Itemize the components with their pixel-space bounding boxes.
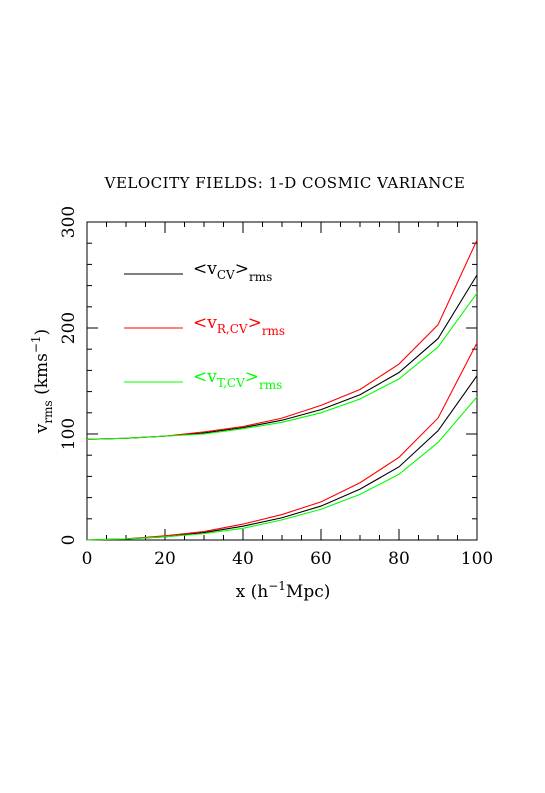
- y-tick-label: 0: [59, 535, 79, 546]
- legend-label-open: <v: [193, 367, 217, 387]
- y-axis-label-rest: (kms: [32, 353, 52, 400]
- x-tick-label: 100: [461, 549, 493, 569]
- legend-label: <vCV>rms: [193, 259, 272, 284]
- series-line-upper: [86, 292, 478, 440]
- tick-labels: 0 20 40 60 80 100 0 100 200 300: [59, 206, 493, 569]
- x-axis-label-base: x (h: [236, 582, 269, 602]
- legend-label: <vT,CV>rms: [193, 367, 282, 392]
- series-lines: [86, 239, 478, 541]
- series-line-upper: [86, 274, 478, 440]
- series-line-upper: [86, 239, 478, 440]
- y-axis-label-sub: rms: [41, 400, 55, 423]
- x-tick-label: 20: [154, 549, 176, 569]
- legend-label-sub2: rms: [249, 270, 272, 284]
- legend-label-sub: R,CV: [217, 322, 248, 336]
- y-axis-label-end: ): [32, 329, 52, 336]
- legend-label-sub2: rms: [259, 378, 282, 392]
- x-tick-label: 40: [232, 549, 254, 569]
- legend-label-sub: T,CV: [217, 376, 245, 390]
- axis-ticks: [86, 221, 478, 541]
- legend-label-sub: CV: [217, 268, 235, 282]
- x-tick-label: 60: [310, 549, 332, 569]
- series-line-lower: [86, 342, 478, 541]
- legend-label: <vR,CV>rms: [193, 313, 285, 338]
- legend-label-close: >: [235, 259, 249, 279]
- y-axis-label-base: v: [32, 423, 52, 434]
- x-axis-label-rest: Mpc): [286, 582, 330, 602]
- legend-label-sub2: rms: [262, 324, 285, 338]
- chart-title: VELOCITY FIELDS: 1-D COSMIC VARIANCE: [104, 174, 466, 192]
- series-line-lower: [86, 396, 478, 541]
- x-axis-label-sup: −1: [268, 579, 286, 593]
- y-axis-label-sup: −1: [29, 335, 43, 353]
- legend-label-close: >: [248, 313, 262, 333]
- y-tick-label: 100: [59, 418, 79, 450]
- y-tick-label: 300: [59, 206, 79, 238]
- legend: <vCV>rms<vR,CV>rms<vT,CV>rms: [124, 259, 285, 392]
- legend-label-close: >: [245, 367, 259, 387]
- y-axis-label: vrms (kms−1): [29, 329, 55, 434]
- x-tick-label: 0: [82, 549, 93, 569]
- y-tick-label: 200: [59, 312, 79, 344]
- x-tick-label: 80: [388, 549, 410, 569]
- x-axis-label: x (h−1Mpc): [236, 579, 331, 602]
- legend-label-open: <v: [193, 259, 217, 279]
- legend-label-open: <v: [193, 313, 217, 333]
